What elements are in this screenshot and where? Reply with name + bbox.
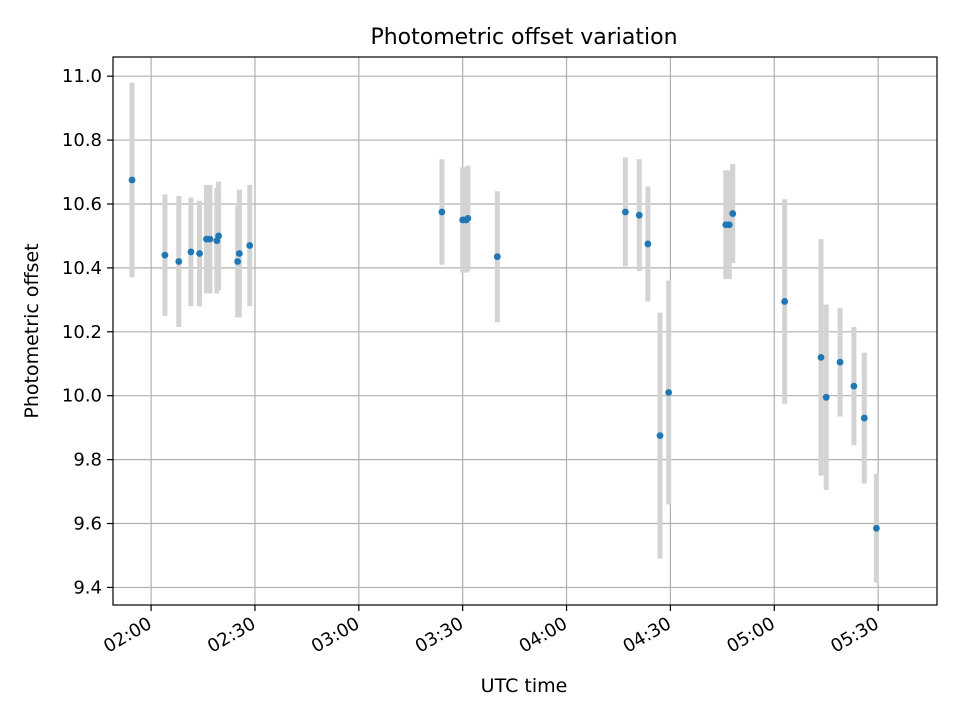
data-point xyxy=(187,248,195,256)
y-tick-label: 11.0 xyxy=(62,66,102,87)
data-point xyxy=(206,235,214,243)
data-point xyxy=(234,258,242,265)
y-tick-label: 10.6 xyxy=(62,194,102,215)
data-point xyxy=(781,298,789,305)
data-point xyxy=(175,258,183,265)
data-point xyxy=(817,353,825,361)
y-axis-label: Photometric offset xyxy=(21,243,43,418)
data-point xyxy=(836,358,844,366)
data-point xyxy=(246,242,254,249)
chart-title: Photometric offset variation xyxy=(370,25,677,50)
data-point xyxy=(850,382,858,390)
data-point xyxy=(622,208,629,216)
y-tick-label: 9.6 xyxy=(73,514,102,535)
y-tick-label: 10.0 xyxy=(62,386,102,407)
data-point xyxy=(656,432,664,440)
data-point xyxy=(665,389,673,396)
data-point xyxy=(196,250,203,257)
y-tick-label: 9.4 xyxy=(73,577,102,598)
data-point xyxy=(860,414,868,422)
data-point xyxy=(438,208,446,216)
data-point xyxy=(235,250,243,257)
y-tick-label: 9.8 xyxy=(73,450,102,471)
data-point xyxy=(822,393,830,401)
y-tick-label: 10.2 xyxy=(62,322,102,343)
y-tick-label: 10.4 xyxy=(62,258,102,279)
plot-frame xyxy=(112,56,938,606)
data-point xyxy=(215,232,222,240)
y-tick-label: 10.8 xyxy=(62,130,102,151)
data-point xyxy=(635,211,643,219)
data-points xyxy=(128,176,880,532)
data-point xyxy=(644,240,652,248)
data-point xyxy=(725,221,733,229)
x-axis-label: UTC time xyxy=(481,675,568,697)
data-point xyxy=(873,524,880,532)
data-point xyxy=(729,210,737,217)
data-point xyxy=(128,176,136,184)
data-point xyxy=(464,214,472,222)
data-point xyxy=(161,251,169,259)
data-point xyxy=(493,253,501,261)
